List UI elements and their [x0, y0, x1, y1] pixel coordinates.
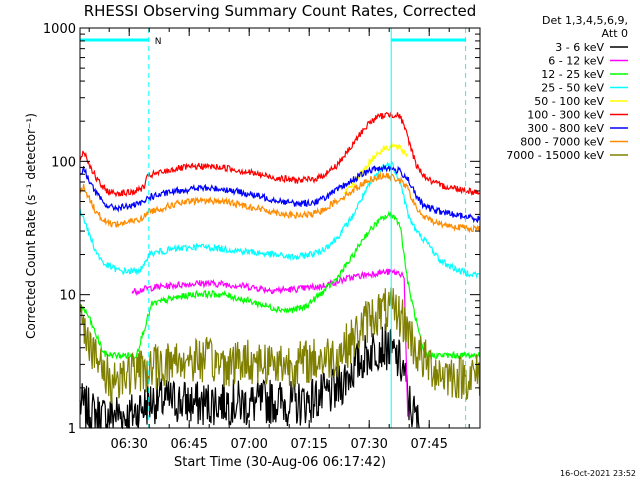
series-line-1	[131, 268, 409, 417]
legend-label-5: 100 - 300 keV	[527, 109, 604, 122]
x-tick-label: 07:15	[290, 437, 327, 452]
legend-label-8: 7000 - 15000 keV	[506, 149, 604, 162]
series-line-6	[79, 163, 481, 224]
legend-label-4: 50 - 100 keV	[534, 95, 604, 108]
x-tick-label: 07:00	[230, 437, 267, 452]
series-line-4	[343, 142, 408, 194]
legend-label-6: 300 - 800 keV	[527, 122, 604, 135]
marker-label: N	[155, 37, 162, 47]
series-line-5	[79, 111, 480, 198]
legend-label-0: 3 - 6 keV	[555, 41, 604, 54]
x-tick-label: 07:30	[350, 437, 387, 452]
legend-header-line: Att 0	[602, 27, 628, 40]
timestamp: 16-Oct-2021 23:52	[560, 469, 636, 478]
x-tick-label: 06:30	[110, 437, 147, 452]
x-tick-label: 07:45	[410, 437, 447, 452]
y-axis-label: Corrected Count Rate (s⁻¹ detector⁻¹)	[24, 113, 38, 339]
chart-title: RHESSI Observing Summary Count Rates, Co…	[84, 2, 477, 20]
series-line-7	[79, 171, 481, 234]
x-axis-label: Start Time (30-Aug-06 06:17:42)	[174, 455, 386, 470]
series-line-3	[79, 160, 480, 279]
plot-area: N 1 10 100 1000 06:30 06:45 07:00 07:15 07:30 07:4…	[43, 22, 481, 452]
series-line-0	[79, 323, 420, 430]
y-tick-label: 1000	[43, 22, 76, 37]
y-tick-label: 1	[68, 422, 76, 437]
series-line-8	[79, 287, 481, 405]
legend-label-2: 12 - 25 keV	[541, 68, 604, 81]
y-tick-label: 10	[59, 289, 76, 304]
legend-header-line: Det 1,3,4,5,6,9,	[542, 14, 628, 27]
legend-label-3: 25 - 50 keV	[541, 82, 604, 95]
x-tick-label: 06:45	[170, 437, 207, 452]
legend-label-7: 800 - 7000 keV	[520, 136, 604, 149]
series-line-2	[79, 210, 481, 361]
plot-frame	[79, 27, 481, 429]
legend-label-1: 6 - 12 keV	[548, 55, 604, 68]
y-tick-label: 100	[51, 155, 76, 170]
